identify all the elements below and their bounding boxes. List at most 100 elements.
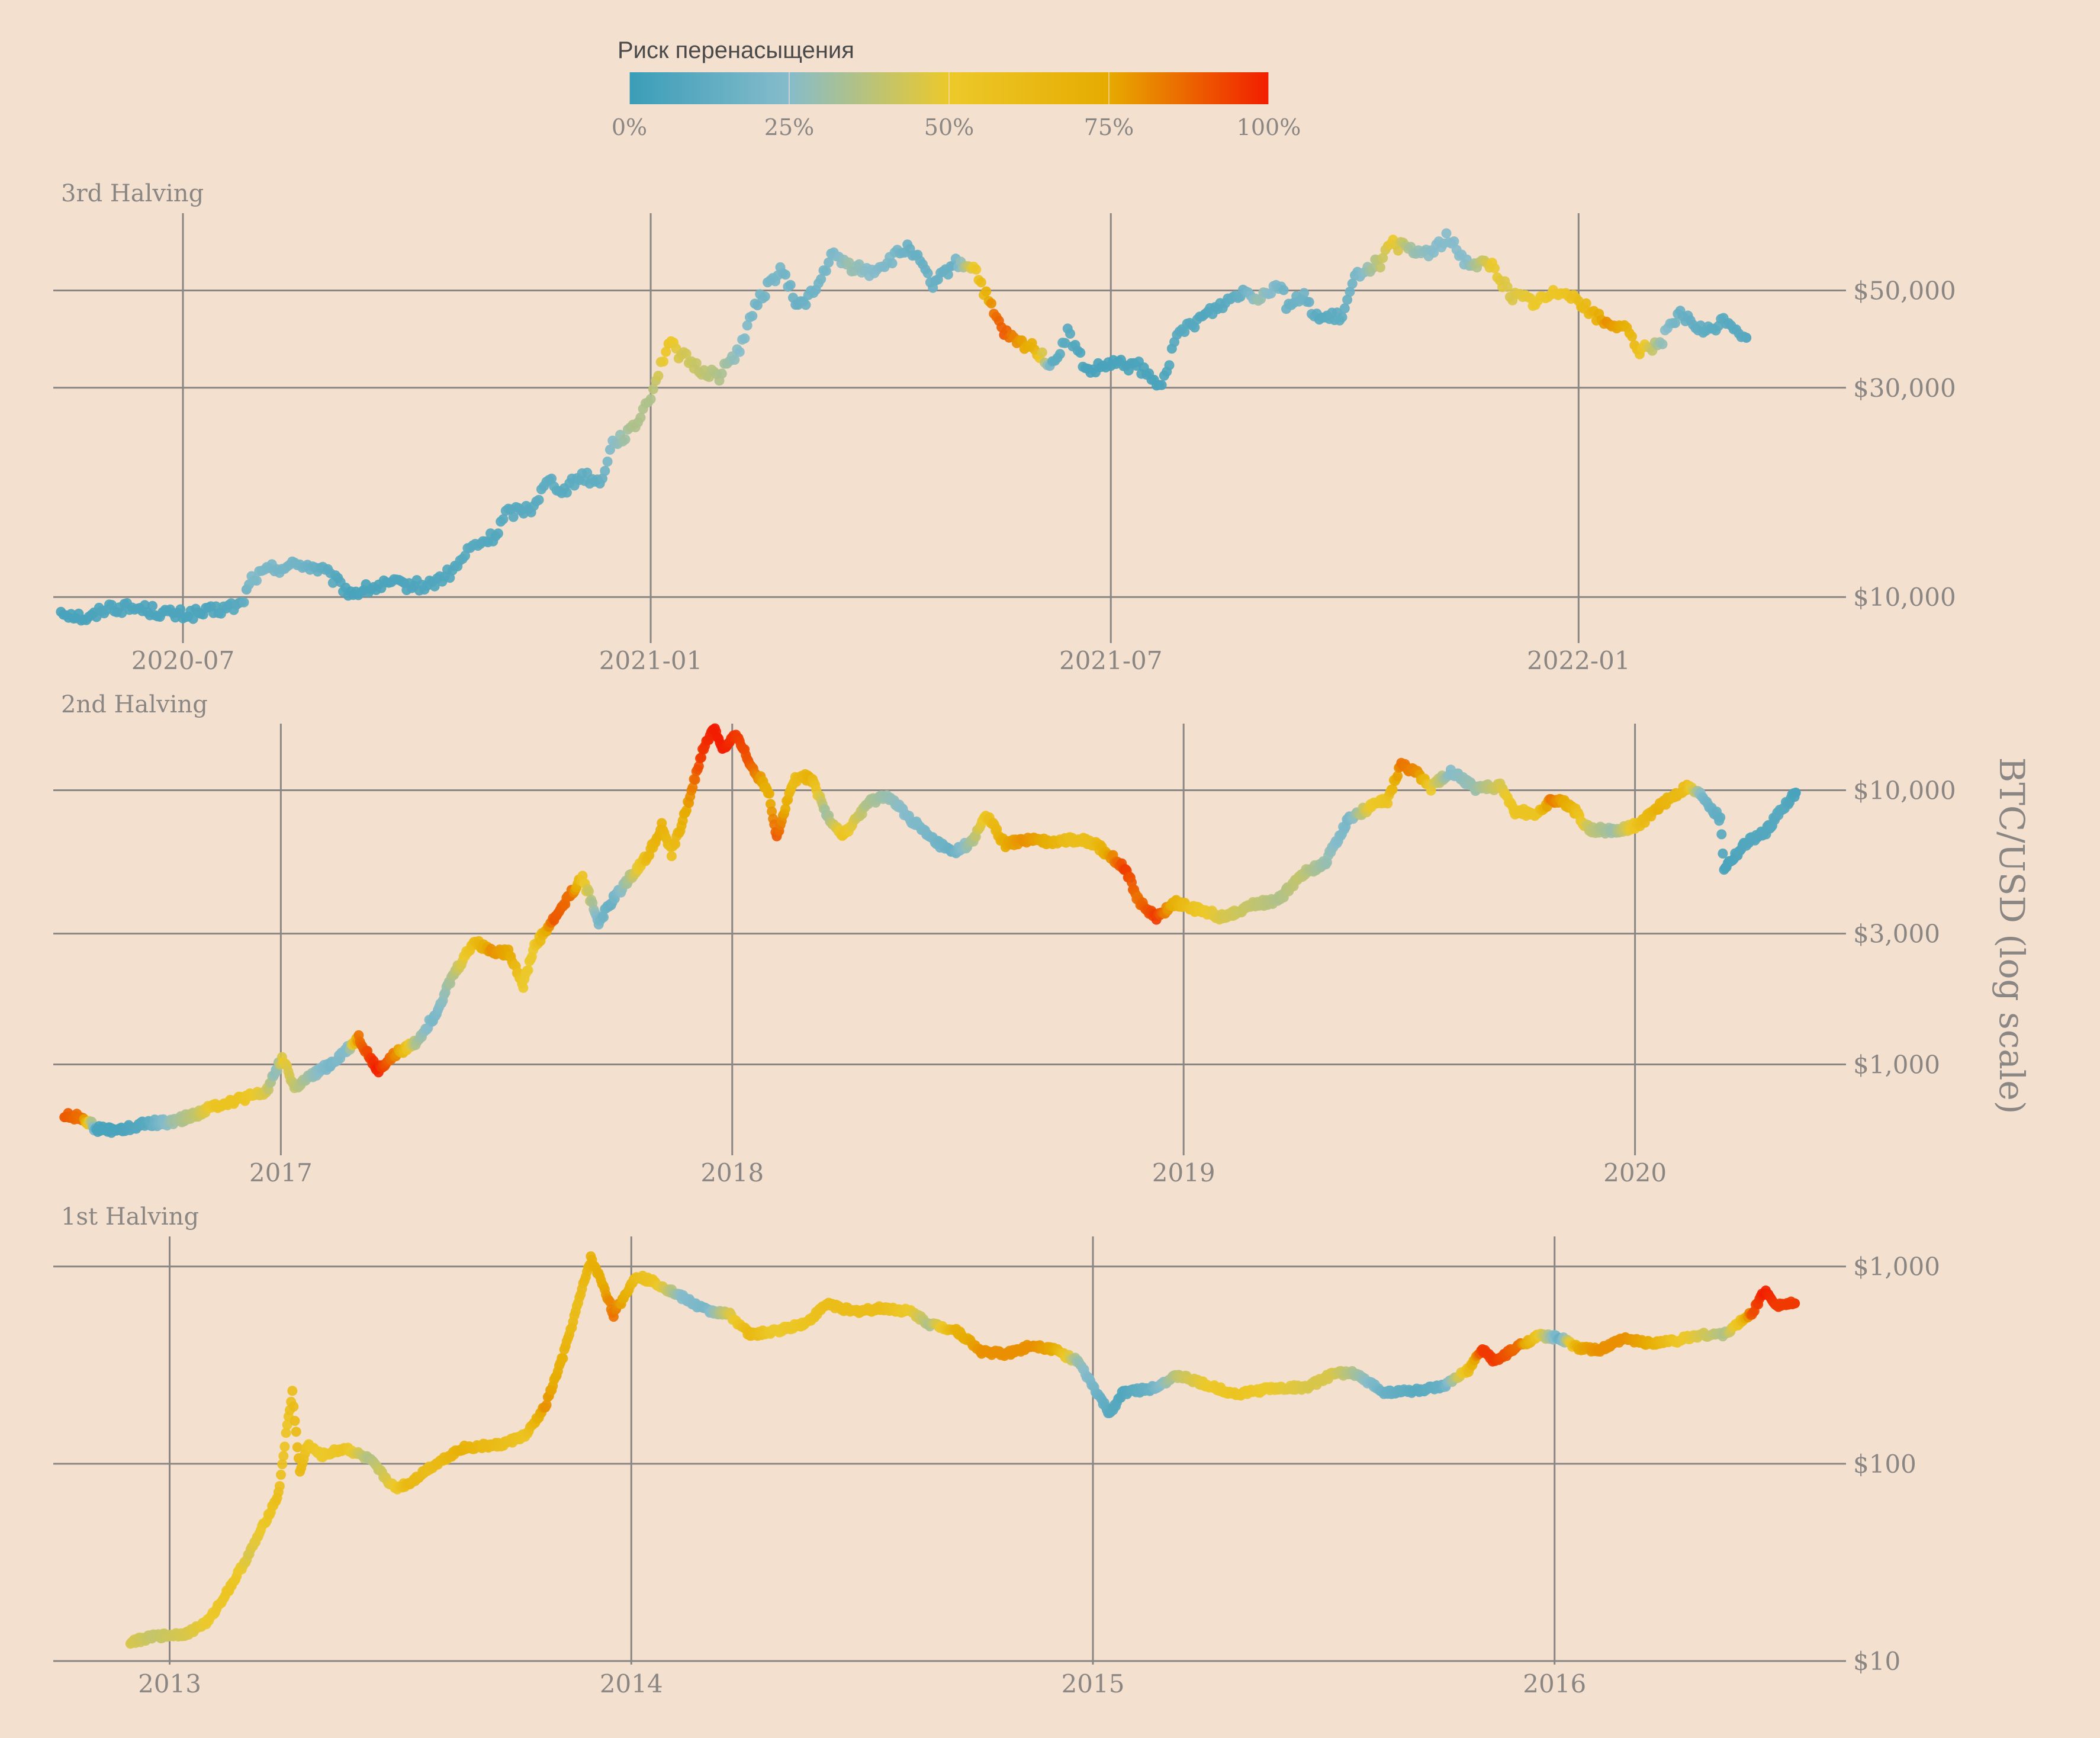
data-point xyxy=(279,1441,290,1452)
data-point xyxy=(508,512,519,522)
data-point xyxy=(599,912,609,923)
data-point xyxy=(1368,263,1378,274)
x-tick-label: 2014 xyxy=(600,1669,663,1698)
data-point xyxy=(1449,236,1459,247)
data-point xyxy=(288,1401,299,1412)
data-point xyxy=(597,473,607,484)
data-point xyxy=(1345,287,1355,297)
scatter-series xyxy=(59,723,1801,1138)
data-point xyxy=(780,269,791,280)
data-point xyxy=(696,752,706,763)
data-point xyxy=(429,581,440,592)
x-tick-label: 2018 xyxy=(700,1158,764,1187)
data-point xyxy=(1156,380,1167,390)
data-point xyxy=(943,269,953,280)
data-point xyxy=(653,371,664,381)
data-point xyxy=(981,286,992,297)
data-point xyxy=(693,761,704,772)
data-point xyxy=(729,355,740,365)
data-point xyxy=(887,258,898,269)
colorbar-tick-label: 50% xyxy=(924,114,974,140)
data-point xyxy=(1657,339,1668,349)
x-tick-label: 2021-07 xyxy=(1059,646,1163,675)
data-point xyxy=(971,264,982,275)
data-point xyxy=(752,300,763,310)
data-point xyxy=(661,346,671,357)
data-point xyxy=(1179,327,1190,338)
data-point xyxy=(175,604,186,615)
data-point xyxy=(498,514,509,525)
data-point xyxy=(1060,338,1070,348)
x-tick-label: 2017 xyxy=(249,1158,313,1187)
y-tick-label: $10,000 xyxy=(1853,583,1956,612)
x-tick-label: 2022-01 xyxy=(1527,646,1631,675)
data-point xyxy=(1741,332,1752,343)
data-point xyxy=(282,1419,292,1430)
data-point xyxy=(1627,331,1637,342)
data-point xyxy=(824,257,834,268)
data-point xyxy=(635,412,646,423)
colorbar-tick-label: 100% xyxy=(1237,114,1301,140)
data-point xyxy=(1378,253,1388,264)
x-tick-label: 2013 xyxy=(138,1669,201,1698)
data-point xyxy=(147,600,157,611)
data-point xyxy=(1054,349,1065,359)
panel-title: 1st Halving xyxy=(61,1203,199,1231)
data-point xyxy=(600,465,610,476)
data-point xyxy=(1525,293,1536,303)
y-tick-label: $1,000 xyxy=(1853,1050,1940,1079)
data-point xyxy=(716,368,727,379)
data-point xyxy=(645,394,656,404)
data-point xyxy=(1790,1298,1800,1309)
scatter-series xyxy=(125,1251,1800,1649)
data-point xyxy=(1304,297,1314,307)
data-point xyxy=(1387,784,1398,795)
y-tick-label: $50,000 xyxy=(1853,276,1956,305)
data-point xyxy=(1347,278,1358,289)
y-axis-label: BTC/USD (log scale) xyxy=(1992,757,2032,1114)
data-point xyxy=(666,851,677,862)
data-point xyxy=(1490,263,1500,274)
data-point xyxy=(764,788,774,799)
data-point xyxy=(558,1353,568,1364)
data-point xyxy=(291,1427,301,1437)
data-point xyxy=(922,268,933,278)
data-point xyxy=(1581,298,1591,309)
data-point xyxy=(1337,312,1348,323)
data-point xyxy=(602,457,613,467)
data-point xyxy=(747,311,758,322)
panel-title: 3rd Halving xyxy=(61,180,204,207)
data-point xyxy=(546,473,557,484)
data-point xyxy=(292,1442,303,1453)
colorbar-title: Риск перенасыщения xyxy=(618,37,854,63)
data-point xyxy=(734,346,745,357)
data-point xyxy=(1189,322,1200,333)
data-point xyxy=(117,608,127,618)
data-point xyxy=(766,799,776,809)
scatter-series xyxy=(56,228,1752,626)
data-point xyxy=(620,434,631,445)
data-point xyxy=(1037,347,1047,358)
y-tick-label: $100 xyxy=(1853,1450,1916,1479)
data-point xyxy=(604,1296,615,1307)
data-point xyxy=(1441,228,1452,239)
y-tick-label: $3,000 xyxy=(1853,920,1940,949)
data-point xyxy=(278,1451,289,1461)
colorbar-ticks: 0% 25% 50% 75% 100% xyxy=(612,72,1301,140)
x-tick-label: 2015 xyxy=(1062,1669,1125,1698)
data-point xyxy=(648,384,658,394)
data-point xyxy=(460,551,471,561)
data-point xyxy=(1375,262,1385,273)
colorbar: Риск перенасыщения 0% 25% 50% 75% 100% xyxy=(612,37,1301,140)
data-point xyxy=(493,528,503,539)
data-point xyxy=(844,257,854,268)
data-point xyxy=(1278,285,1289,295)
data-point xyxy=(780,804,791,814)
data-point xyxy=(252,576,262,586)
data-point xyxy=(1716,829,1727,840)
x-tick-label: 2020 xyxy=(1603,1158,1667,1187)
data-point xyxy=(1065,329,1075,339)
data-point xyxy=(1393,770,1403,781)
data-point xyxy=(239,597,249,608)
